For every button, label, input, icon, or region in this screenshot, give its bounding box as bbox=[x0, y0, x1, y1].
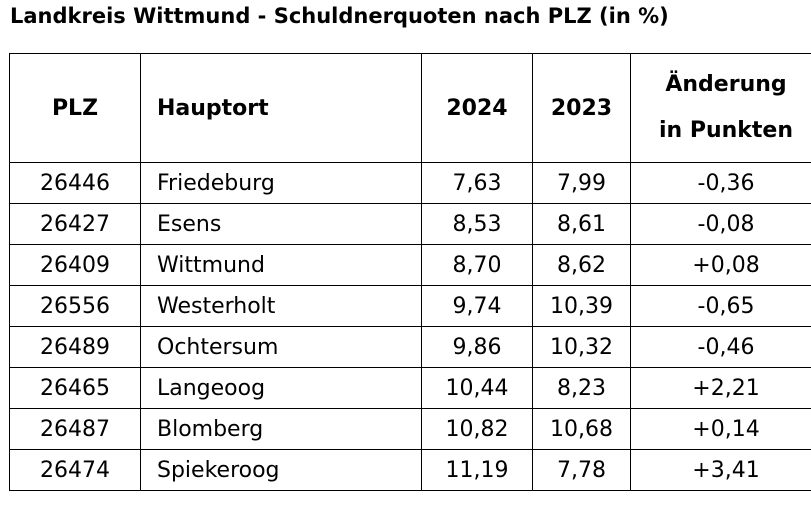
cell-quota-2023: 8,62 bbox=[532, 244, 631, 286]
cell-plz: 26489 bbox=[9, 326, 141, 368]
cell-quota-2024: 10,82 bbox=[421, 408, 533, 450]
table-row: 26489 Ochtersum 9,86 10,32 -0,46 bbox=[9, 326, 811, 368]
page-title: Landkreis Wittmund - Schuldnerquoten nac… bbox=[10, 4, 669, 28]
cell-plz: 26409 bbox=[9, 244, 141, 286]
cell-quota-2024: 8,53 bbox=[421, 203, 533, 245]
cell-change: +0,08 bbox=[630, 244, 811, 286]
cell-plz: 26556 bbox=[9, 285, 141, 327]
cell-change: -0,08 bbox=[630, 203, 811, 245]
cell-change: +2,21 bbox=[630, 367, 811, 409]
cell-hauptort: Blomberg bbox=[140, 408, 422, 450]
table-row: 26474 Spiekeroog 11,19 7,78 +3,41 bbox=[9, 449, 811, 491]
cell-hauptort: Friedeburg bbox=[140, 162, 422, 204]
column-header-hauptort: Hauptort bbox=[140, 53, 422, 163]
cell-change: +0,14 bbox=[630, 408, 811, 450]
column-header-change: Änderung in Punkten bbox=[630, 53, 811, 163]
cell-hauptort: Langeoog bbox=[140, 367, 422, 409]
table-body: 26446 Friedeburg 7,63 7,99 -0,36 26427 Esens 8,… bbox=[9, 162, 811, 491]
table-row: 26409 Wittmund 8,70 8,62 +0,08 bbox=[9, 244, 811, 286]
cell-hauptort: Ochtersum bbox=[140, 326, 422, 368]
table-row: 26427 Esens 8,53 8,61 -0,08 bbox=[9, 203, 811, 245]
cell-quota-2023: 7,99 bbox=[532, 162, 631, 204]
table-row: 26556 Westerholt 9,74 10,39 -0,65 bbox=[9, 285, 811, 327]
cell-quota-2024: 11,19 bbox=[421, 449, 533, 491]
cell-quota-2024: 9,86 bbox=[421, 326, 533, 368]
cell-change: -0,46 bbox=[630, 326, 811, 368]
column-header-plz: PLZ bbox=[9, 53, 141, 163]
cell-change: -0,36 bbox=[630, 162, 811, 204]
cell-change: -0,65 bbox=[630, 285, 811, 327]
cell-quota-2023: 10,32 bbox=[532, 326, 631, 368]
table-row: 26465 Langeoog 10,44 8,23 +2,21 bbox=[9, 367, 811, 409]
column-header-change-line2: in Punkten bbox=[658, 118, 794, 143]
cell-quota-2023: 8,23 bbox=[532, 367, 631, 409]
cell-change: +3,41 bbox=[630, 449, 811, 491]
cell-plz: 26446 bbox=[9, 162, 141, 204]
column-header-2024: 2024 bbox=[421, 53, 533, 163]
cell-plz: 26427 bbox=[9, 203, 141, 245]
debtor-quota-table: PLZ Hauptort 2024 2023 Änderung in Punkt… bbox=[9, 53, 811, 491]
table-row: 26487 Blomberg 10,82 10,68 +0,14 bbox=[9, 408, 811, 450]
cell-hauptort: Westerholt bbox=[140, 285, 422, 327]
cell-quota-2023: 8,61 bbox=[532, 203, 631, 245]
cell-plz: 26487 bbox=[9, 408, 141, 450]
cell-plz: 26474 bbox=[9, 449, 141, 491]
table-header-row: PLZ Hauptort 2024 2023 Änderung in Punkt… bbox=[9, 53, 811, 163]
cell-hauptort: Wittmund bbox=[140, 244, 422, 286]
cell-quota-2024: 9,74 bbox=[421, 285, 533, 327]
cell-quota-2024: 10,44 bbox=[421, 367, 533, 409]
cell-quota-2024: 7,63 bbox=[421, 162, 533, 204]
cell-hauptort: Esens bbox=[140, 203, 422, 245]
cell-quota-2024: 8,70 bbox=[421, 244, 533, 286]
cell-hauptort: Spiekeroog bbox=[140, 449, 422, 491]
column-header-2023: 2023 bbox=[532, 53, 631, 163]
table-row: 26446 Friedeburg 7,63 7,99 -0,36 bbox=[9, 162, 811, 204]
column-header-change-line1: Änderung bbox=[665, 72, 787, 97]
cell-quota-2023: 10,68 bbox=[532, 408, 631, 450]
cell-quota-2023: 10,39 bbox=[532, 285, 631, 327]
cell-quota-2023: 7,78 bbox=[532, 449, 631, 491]
cell-plz: 26465 bbox=[9, 367, 141, 409]
